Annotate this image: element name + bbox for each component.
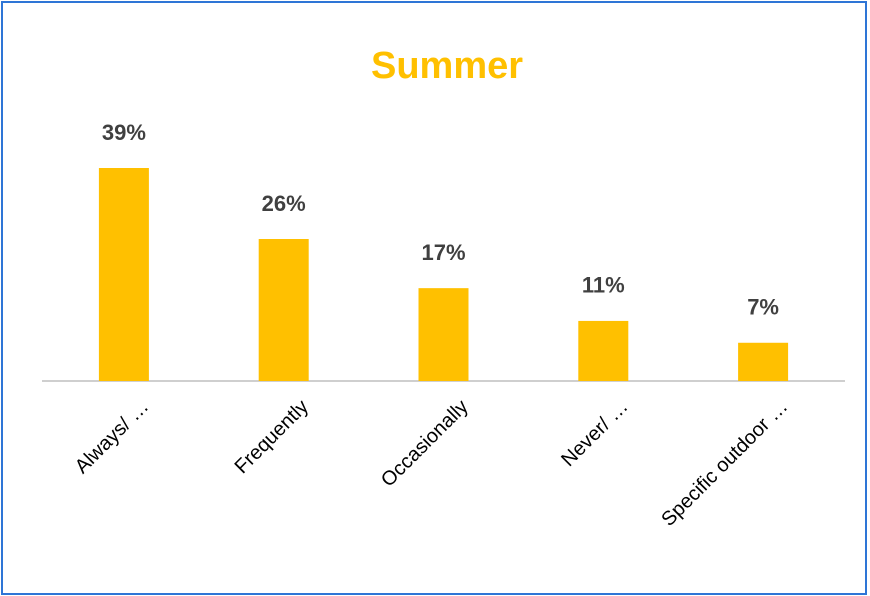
data-label: 39%: [102, 120, 146, 145]
bar: [418, 288, 469, 381]
data-label: 17%: [421, 240, 465, 265]
data-label: 26%: [262, 191, 306, 216]
bar: [738, 342, 789, 381]
chart-title: Summer: [371, 45, 523, 87]
data-label: 11%: [582, 273, 625, 298]
bar: [578, 320, 629, 381]
data-label: 7%: [747, 295, 779, 320]
bar: [258, 239, 309, 381]
bar: [98, 168, 149, 381]
